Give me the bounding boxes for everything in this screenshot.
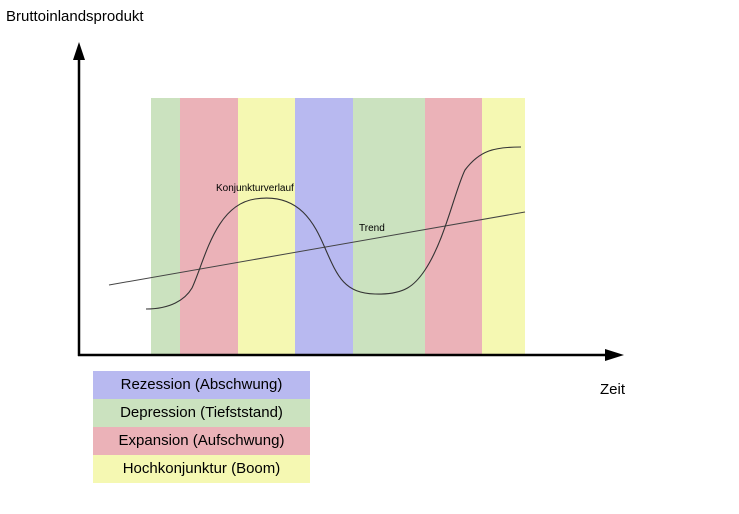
phase-bands: [151, 98, 525, 355]
legend-item-expansion: Expansion (Aufschwung): [93, 427, 310, 455]
phase-band-boom: [238, 98, 295, 355]
phase-band-expansion: [180, 98, 238, 355]
y-axis-label: Bruttoinlandsprodukt: [6, 8, 144, 25]
trend-line: [108, 211, 526, 286]
x-axis-label: Zeit: [600, 381, 626, 398]
y-axis-arrow: [73, 42, 85, 60]
legend-item-depression: Depression (Tiefststand): [93, 399, 310, 427]
phase-band-depression: [353, 98, 425, 355]
trend-label: Trend: [359, 223, 385, 234]
legend-item-rezession: Rezession (Abschwung): [93, 371, 310, 399]
curve-label: Konjunkturverlauf: [216, 183, 294, 194]
phase-band-rezession: [295, 98, 353, 355]
phase-band-boom: [482, 98, 525, 355]
legend-item-hochkonjunktur: Hochkonjunktur (Boom): [93, 455, 310, 483]
x-axis-arrow: [605, 349, 624, 361]
legend: Rezession (Abschwung) Depression (Tiefst…: [93, 371, 310, 483]
phase-band-depression: [151, 98, 180, 355]
phase-band-expansion: [425, 98, 482, 355]
business-cycle-curve: [145, 146, 522, 310]
